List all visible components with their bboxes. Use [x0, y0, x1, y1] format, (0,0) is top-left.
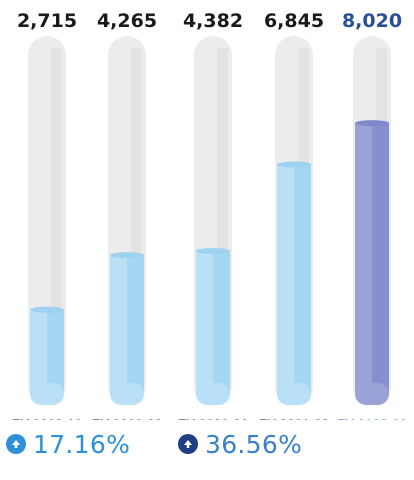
value-label-4: 8,020 — [342, 10, 402, 32]
category-label-2: FY 2020-21 — [178, 417, 249, 420]
category-label-3: FY 2021-22 — [259, 417, 329, 420]
growth-value-1: 17.16% — [33, 429, 131, 459]
bar-top-4 — [355, 120, 389, 127]
bar-shade-3 — [294, 164, 311, 395]
growth-value-2: 36.56% — [205, 429, 303, 459]
tube-shade-1 — [131, 48, 142, 393]
bar-top-2 — [196, 248, 230, 255]
category-label-0: FY 2018-19 — [12, 417, 82, 420]
bar-top-3 — [277, 161, 311, 168]
category-label-4: FY 2022-23 — [337, 417, 408, 420]
value-label-2: 4,382 — [183, 10, 243, 32]
up-arrow-circle-icon — [178, 434, 198, 454]
tube-shade-0 — [51, 48, 62, 393]
bar-bottom-3 — [277, 383, 311, 405]
value-label-0: 2,715 — [17, 10, 77, 32]
bar-bottom-1 — [110, 383, 144, 405]
bar-bottom-2 — [196, 383, 230, 405]
bar-top-1 — [110, 252, 144, 259]
category-label-1: FY 2019-20 — [92, 417, 162, 420]
growth-indicator-2: 36.56% — [178, 424, 302, 464]
bar-shade-2 — [213, 251, 230, 395]
bar-bottom-4 — [355, 383, 389, 405]
bar-top-0 — [30, 306, 64, 313]
up-arrow-circle-icon — [6, 434, 26, 454]
growth-indicator-1: 17.16% — [6, 424, 130, 464]
bar-shade-1 — [127, 255, 144, 395]
tube-bar-chart: 2,715 FY 2018-19 4,265 FY 2019-20 4,382 FY 20… — [12, 10, 408, 420]
value-label-3: 6,845 — [264, 10, 324, 32]
bar-shade-4 — [372, 123, 389, 395]
value-label-1: 4,265 — [97, 10, 157, 32]
tube-shade-2 — [217, 48, 228, 393]
bar-bottom-0 — [30, 383, 64, 405]
bar-shade-0 — [47, 309, 64, 395]
